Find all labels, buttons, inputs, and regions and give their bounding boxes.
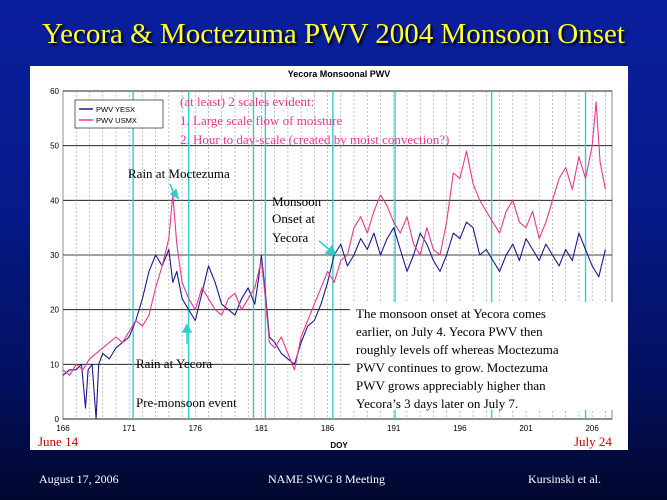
y-tick-label: 40 bbox=[50, 196, 59, 205]
rain-moctezuma-arrowhead bbox=[169, 188, 180, 200]
footer-authors: Kursinski et al. bbox=[528, 472, 601, 486]
onset-arrowhead bbox=[324, 244, 337, 255]
series-line-yesx bbox=[62, 221, 606, 420]
y-tick-label: 30 bbox=[50, 251, 59, 260]
y-tick-label: 0 bbox=[55, 415, 60, 424]
y-tick-label: 60 bbox=[50, 87, 59, 96]
scales-note-line-3: 2. Hour to day-scale (created by moist c… bbox=[180, 132, 449, 147]
x-tick-label: 196 bbox=[453, 424, 467, 433]
x-axis-label: DOY bbox=[330, 441, 348, 450]
y-tick-label: 20 bbox=[50, 306, 59, 315]
series-line-usmx bbox=[62, 101, 606, 376]
footer-date: August 17, 2006 bbox=[39, 472, 119, 486]
description-line-3: roughly levels off whereas Moctezuma bbox=[356, 342, 559, 357]
x-tick-label: 206 bbox=[585, 424, 599, 433]
description-line-1: The monsoon onset at Yecora comes bbox=[356, 306, 546, 321]
legend-box bbox=[74, 99, 164, 129]
y-tick-label: 50 bbox=[50, 142, 59, 151]
axis-layer: 0 10 20 30 40 50 60 166 171 176 181 186 191 196 201 206 bbox=[50, 87, 599, 433]
legend-label: PWV USMX bbox=[96, 116, 137, 125]
description-line-4: PWV continues to grow. Moctezuma bbox=[356, 360, 548, 375]
description-line-2: earlier, on July 4. Yecora PWV then bbox=[356, 324, 543, 339]
series-layer bbox=[62, 101, 606, 420]
pre-monsoon-label: Pre-monsoon event bbox=[136, 395, 237, 410]
legend-label: PWV YESX bbox=[96, 105, 135, 114]
chart-panel: Yecora Monsoonal PWV DOY 0 10 20 30 40 50 60 16… bbox=[30, 66, 628, 450]
x-tick-label: 171 bbox=[122, 424, 136, 433]
y-tick-label: 10 bbox=[50, 360, 59, 369]
description-line-6: Yecora’s 3 days later on July 7. bbox=[356, 396, 518, 411]
x-tick-label: 186 bbox=[321, 424, 335, 433]
rain-moctezuma-label: Rain at Moctezuma bbox=[128, 166, 230, 181]
legend: PWV YESX PWV USMX bbox=[74, 99, 164, 129]
slide-title: Yecora & Moctezuma PWV 2004 Monsoon Onse… bbox=[42, 18, 625, 50]
x-tick-label: 191 bbox=[387, 424, 401, 433]
footer-meeting: NAME SWG 8 Meeting bbox=[268, 472, 385, 486]
pwv-chart: Yecora Monsoonal PWV DOY 0 10 20 30 40 50 60 16… bbox=[50, 69, 620, 450]
scales-note-line-2: 1. Large scale flow of moisture bbox=[180, 113, 342, 128]
onset-label-line-1: Monsoon bbox=[272, 194, 322, 209]
annotation-arrows bbox=[169, 183, 337, 344]
x-tick-label: 166 bbox=[56, 424, 70, 433]
description-line-5: PWV grows appreciably higher than bbox=[356, 378, 546, 393]
chart-title: Yecora Monsoonal PWV bbox=[288, 69, 391, 79]
rain-yecora-arrowhead bbox=[181, 323, 193, 333]
x-tick-label: 181 bbox=[255, 424, 269, 433]
end-date-label: July 24 bbox=[574, 434, 612, 449]
scales-note-line-1: (at least) 2 scales evident: bbox=[180, 94, 314, 109]
onset-label-line-3: Yecora bbox=[272, 230, 308, 245]
x-tick-label: 176 bbox=[189, 424, 203, 433]
x-tick-label: 201 bbox=[519, 424, 533, 433]
start-date-label: June 14 bbox=[38, 434, 79, 449]
description-box bbox=[350, 302, 620, 410]
rain-yecora-label: Rain at Yecora bbox=[136, 356, 212, 371]
onset-label-line-2: Onset at bbox=[272, 211, 315, 226]
